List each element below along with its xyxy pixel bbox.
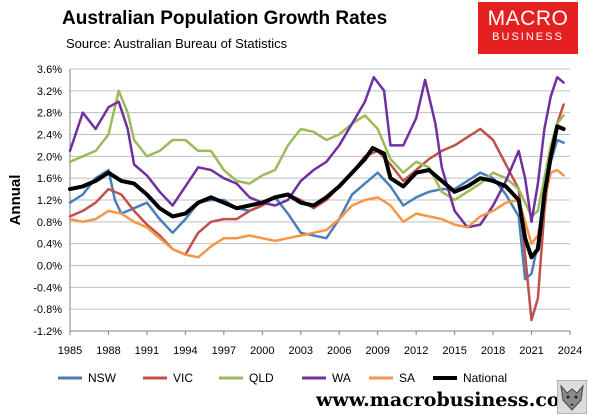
x-tick-label: 2006: [327, 345, 351, 357]
chart-source: Source: Australian Bureau of Statistics: [66, 36, 288, 51]
logo-line-2: BUSINESS: [492, 31, 564, 43]
x-tick-label: 2012: [404, 345, 428, 357]
legend-label-wa: WA: [332, 371, 351, 385]
series-line-wa: [68, 75, 565, 229]
y-tick-label: -0.8%: [33, 304, 62, 316]
y-tick-label: 0.4%: [37, 239, 62, 251]
series-line-sa: [68, 168, 565, 259]
x-tick-label: 2009: [365, 345, 389, 357]
series-line-nsw: [68, 138, 565, 281]
legend-label-sa: SA: [399, 371, 415, 385]
y-tick-label: 2.8%: [37, 108, 62, 120]
website-url[interactable]: www.macrobusiness.com.: [316, 389, 587, 411]
series-line-qld: [68, 89, 565, 218]
x-tick-label: 2000: [250, 345, 274, 357]
x-tick-label: 2021: [519, 345, 543, 357]
y-tick-label: 3.6%: [37, 64, 62, 76]
x-tick-label: 2018: [481, 345, 505, 357]
y-tick-label: 0.8%: [37, 217, 62, 229]
y-tick-label: 1.2%: [37, 195, 62, 207]
y-tick-label: -0.4%: [33, 282, 62, 294]
y-tick-label: 2.4%: [37, 130, 62, 142]
y-tick-label: 3.2%: [37, 86, 62, 98]
legend-label-national: National: [463, 371, 507, 385]
x-tick-label: 2003: [289, 345, 313, 357]
x-tick-label: 2024: [558, 345, 582, 357]
series-line-national: [68, 124, 566, 260]
macrobusiness-logo: MACRO BUSINESS: [478, 2, 578, 54]
x-tick-label: 1997: [212, 345, 236, 357]
wolf-logo-icon: [557, 380, 587, 414]
x-tick-label: 1985: [58, 345, 82, 357]
y-axis-label: Annual: [7, 175, 24, 226]
legend-label-qld: QLD: [249, 371, 274, 385]
y-tick-label: 0.0%: [37, 261, 62, 273]
x-tick-label: 1988: [96, 345, 120, 357]
logo-line-1: MACRO: [487, 7, 569, 30]
x-tick-label: 1991: [135, 345, 159, 357]
legend-label-vic: VIC: [173, 371, 193, 385]
x-tick-label: 2015: [442, 345, 466, 357]
y-tick-label: 1.6%: [37, 173, 62, 185]
legend-label-nsw: NSW: [88, 371, 117, 385]
page-title: Australian Population Growth Rates: [62, 8, 388, 29]
y-tick-label: 2.0%: [37, 151, 62, 163]
x-tick-label: 1994: [173, 345, 197, 357]
y-tick-label: -1.2%: [33, 326, 62, 338]
